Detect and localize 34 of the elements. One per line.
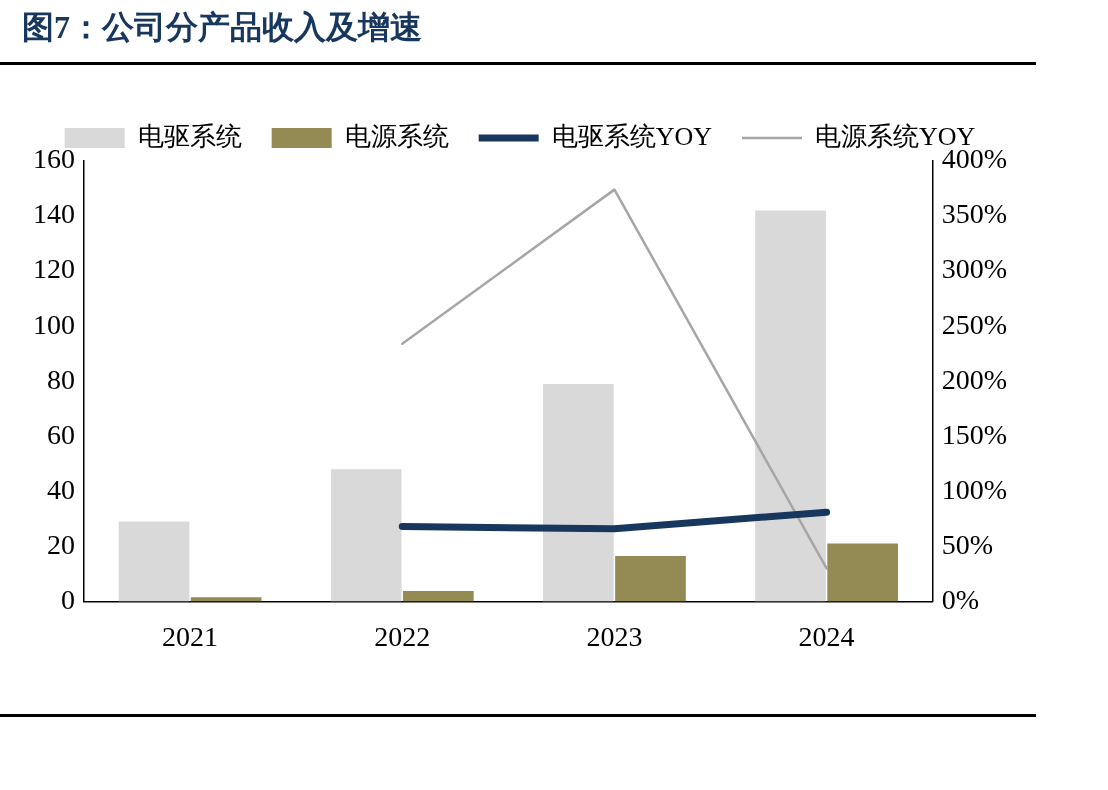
y-tick-label: 0 xyxy=(61,583,75,615)
y2-tick-label: 300% xyxy=(941,253,1007,285)
y2-tick-label: 250% xyxy=(941,308,1007,340)
chart-title: 图7：公司分产品收入及增速 xyxy=(22,8,422,47)
y-tick-label: 160 xyxy=(33,143,75,175)
y2-tick-label: 0% xyxy=(941,583,979,615)
x-tick-label: 2023 xyxy=(586,620,643,652)
bar xyxy=(330,469,402,602)
bar xyxy=(190,597,262,602)
y-tick-label: 100 xyxy=(33,308,75,340)
y2-tick-label: 350% xyxy=(941,198,1007,230)
x-tick-label: 2021 xyxy=(162,620,219,652)
legend-label: 电源系统YOY xyxy=(815,121,976,151)
bar xyxy=(827,543,899,602)
y-tick-label: 120 xyxy=(33,253,75,285)
y2-tick-label: 50% xyxy=(941,528,993,560)
bar xyxy=(543,383,614,602)
bar xyxy=(118,521,190,602)
bar xyxy=(615,555,686,602)
y2-tick-label: 100% xyxy=(941,473,1007,505)
y2-tick-label: 150% xyxy=(941,418,1007,450)
legend-label: 电驱系统 xyxy=(137,121,242,151)
y-tick-label: 80 xyxy=(47,363,75,395)
x-tick-label: 2022 xyxy=(374,620,431,652)
legend-label: 电驱系统YOY xyxy=(551,121,713,151)
legend-label: 电源系统 xyxy=(344,121,449,151)
y-tick-label: 20 xyxy=(47,528,75,560)
y-tick-label: 60 xyxy=(47,418,75,450)
y-tick-label: 40 xyxy=(47,473,75,505)
y-tick-label: 140 xyxy=(33,198,75,230)
bar xyxy=(755,210,826,602)
x-tick-label: 2024 xyxy=(798,620,855,652)
y2-tick-label: 200% xyxy=(941,363,1007,395)
bar xyxy=(402,590,474,602)
